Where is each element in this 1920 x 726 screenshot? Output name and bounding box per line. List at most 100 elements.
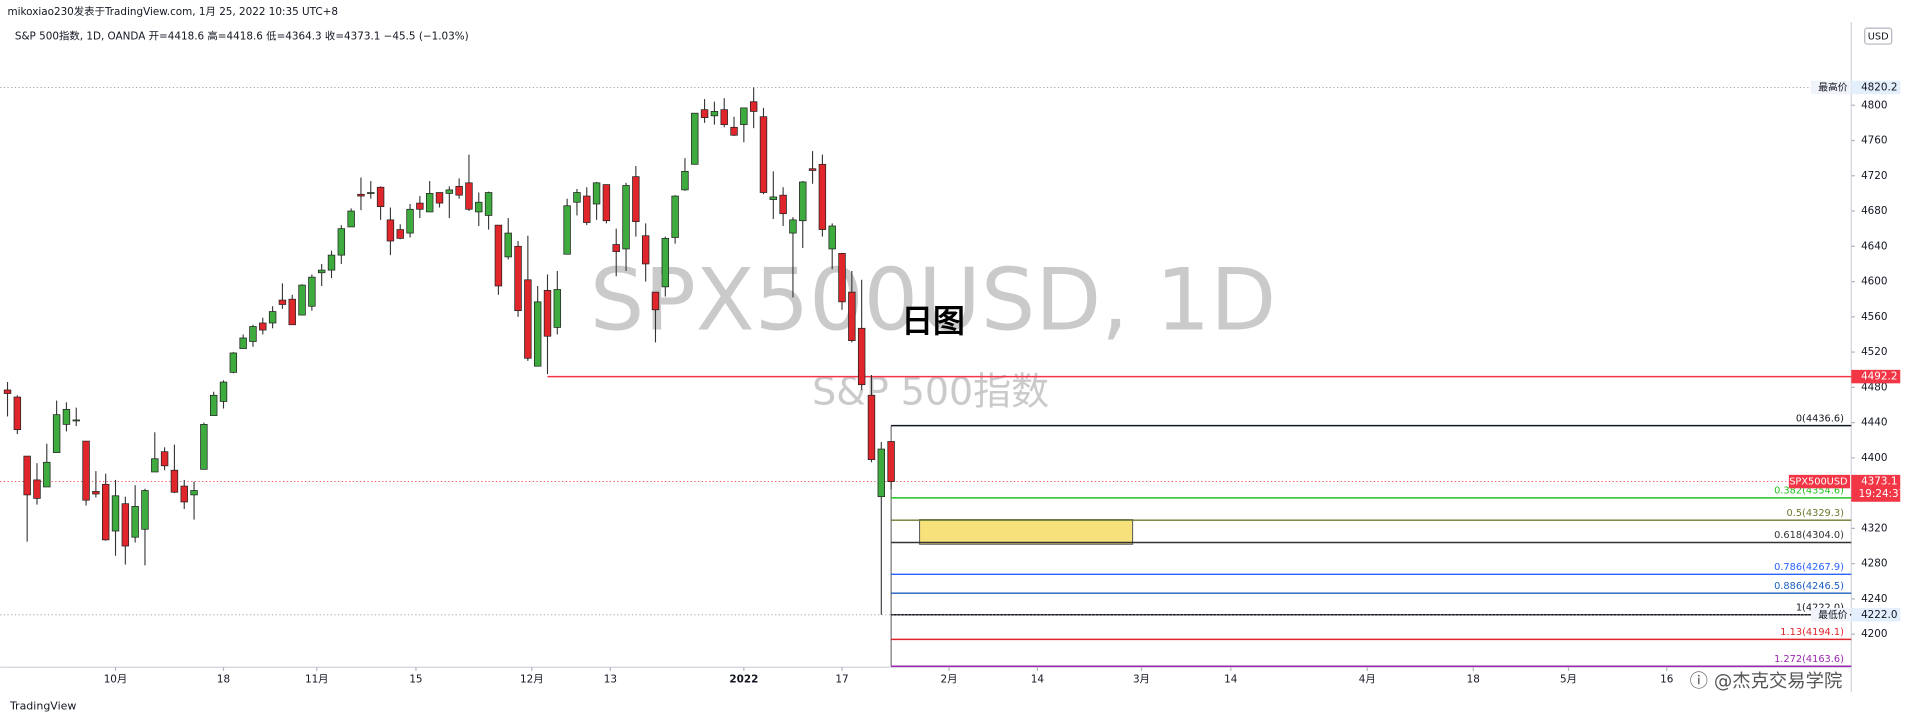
price-marker: [1851, 474, 1901, 502]
y-tick-label: 4320: [1861, 522, 1887, 534]
candle-body: [592, 182, 601, 205]
y-tick-label: 4760: [1861, 135, 1887, 147]
candle-body: [268, 311, 277, 324]
candle-body: [475, 201, 483, 213]
candle-body: [779, 194, 787, 215]
candle-body: [170, 469, 179, 493]
candle-body: [357, 193, 365, 197]
candle-body: [278, 299, 287, 305]
candle-body: [789, 219, 797, 234]
candle-body: [249, 326, 257, 342]
candle-body: [887, 441, 895, 482]
candle-body: [848, 291, 856, 341]
candle-body: [367, 192, 375, 194]
x-tick-label: 16: [1660, 673, 1673, 685]
candle-body: [3, 389, 12, 394]
candle-body: [504, 232, 512, 258]
y-tick-label: 4680: [1861, 205, 1887, 217]
annotation: 日图: [901, 302, 965, 340]
x-tick-label: 14: [1224, 673, 1238, 685]
x-tick-label: 5月: [1560, 673, 1577, 685]
price-marker-label: 4820.2: [1861, 81, 1897, 93]
candle-body: [445, 189, 454, 194]
watermark: SPX500USD, 1D: [590, 251, 1276, 351]
candle-body: [219, 381, 228, 402]
y-tick-label: 4480: [1861, 381, 1887, 393]
candle-body: [808, 168, 817, 171]
fib-label: 0.618(4304.0): [1774, 530, 1844, 541]
currency-box[interactable]: [1864, 27, 1893, 45]
candle-body: [818, 163, 827, 230]
x-tick-label: 10月: [104, 673, 128, 685]
candle-body: [406, 208, 414, 234]
candle-body: [769, 196, 778, 200]
y-tick-label: 4280: [1861, 558, 1887, 570]
x-tick-label: 3月: [1133, 673, 1150, 685]
currency[interactable]: USD: [1868, 32, 1889, 43]
fib-label: 0.382(4354.6): [1774, 486, 1844, 497]
zone: [919, 519, 1134, 545]
candle-body: [327, 254, 336, 271]
y-tick-label: 4400: [1861, 452, 1887, 464]
price-marker: [1851, 80, 1901, 95]
fib-label: 0(4436.6): [1796, 413, 1844, 424]
y-tick-label: 4440: [1861, 417, 1887, 429]
x-tick-label: 2022: [729, 673, 758, 685]
candle-body: [229, 352, 238, 373]
candle-body: [52, 414, 61, 453]
candle-body: [396, 229, 404, 239]
candle-body: [740, 107, 748, 126]
candle-body: [180, 485, 188, 503]
price-tag-box: [1810, 608, 1851, 622]
candle-body: [141, 490, 149, 530]
candle-body: [23, 455, 31, 496]
countdown: 19:24:37: [1859, 488, 1906, 500]
candle-body: [573, 192, 581, 203]
candle-body: [200, 424, 208, 470]
y-tick-label: 4640: [1861, 240, 1887, 252]
price-marker: [1851, 608, 1901, 622]
candle-body: [799, 181, 807, 222]
candle-body: [33, 479, 41, 499]
x-tick-label: 17: [835, 673, 848, 685]
candle-body: [651, 291, 660, 311]
fib-label: 1.272(4163.6): [1774, 654, 1844, 665]
price-tag: 最低价: [1818, 608, 1848, 621]
y-tick-label: 4720: [1861, 170, 1887, 182]
candle-body: [111, 495, 120, 532]
candle-body: [583, 195, 591, 223]
candle-body: [749, 101, 758, 112]
y-tick-label: 4600: [1861, 276, 1887, 288]
price-marker: [1851, 369, 1901, 384]
candle-body: [101, 483, 110, 541]
candle-body: [494, 224, 503, 287]
candle-body: [632, 176, 640, 222]
candle-body: [524, 279, 532, 359]
candle-body: [72, 419, 80, 422]
candle-body: [416, 202, 424, 210]
candle-body: [131, 505, 139, 538]
fib-label: 0.786(4267.9): [1774, 562, 1844, 573]
candle-body: [553, 289, 562, 328]
x-tick-label: 18: [217, 673, 230, 685]
candle-body: [13, 396, 22, 431]
candle-body: [759, 116, 768, 193]
candle-body: [298, 284, 306, 316]
fib-label: 1.13(4194.1): [1780, 627, 1844, 638]
fib-label: 0.886(4246.5): [1774, 581, 1844, 592]
candle-body: [121, 503, 130, 547]
candle-body: [376, 186, 385, 207]
x-tick-label: 12月: [520, 673, 544, 685]
candle-body: [43, 461, 51, 488]
candle-body: [612, 244, 620, 252]
x-tick-label: 2月: [941, 673, 958, 685]
price-tag-box: [1810, 80, 1851, 95]
candle-body: [347, 210, 355, 228]
candle-body: [455, 185, 463, 196]
y-tick-label: 4240: [1861, 593, 1887, 605]
y-tick-label: 4800: [1861, 99, 1887, 111]
candle-body: [425, 193, 434, 213]
candle-body: [602, 184, 611, 222]
x-tick-label: 18: [1467, 673, 1480, 685]
